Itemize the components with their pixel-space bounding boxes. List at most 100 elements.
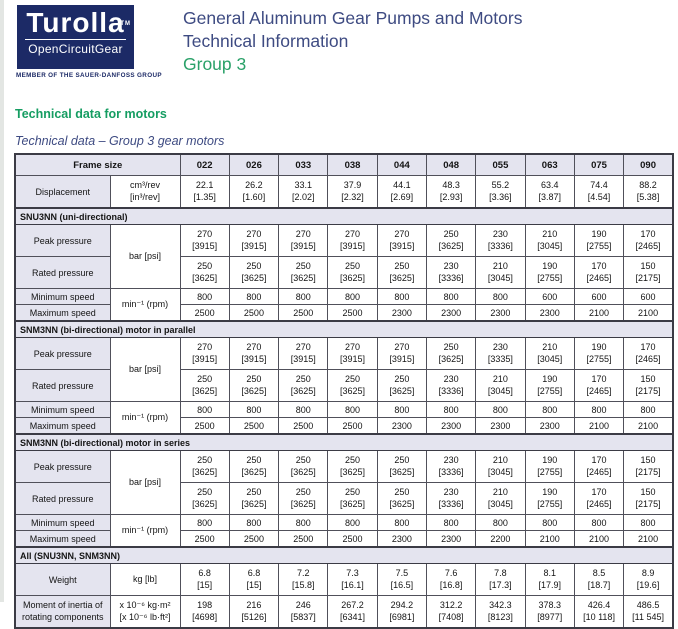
row-label: Minimum speed	[14, 401, 111, 418]
value-cell: 198 [4698]	[179, 595, 230, 629]
value-cell: 270 [3915]	[228, 337, 280, 370]
value-cell: 210 [3045]	[475, 450, 526, 483]
table-row: Maximum speed 2500 2500 2500 2500 2300 2300 230…	[14, 304, 674, 322]
unit-cell: x 10⁻⁶ kg·m² [x 10⁻⁶ lb·ft²]	[109, 595, 181, 629]
value-cell: 800	[425, 514, 477, 531]
value-cell: 48.3 [2.93]	[425, 175, 477, 209]
value-cell: 250 [3625]	[278, 482, 329, 515]
value-cell: 426.4 [10 118]	[573, 595, 625, 629]
logo-divider	[25, 39, 126, 40]
unit-cell: min⁻¹ (rpm)	[109, 401, 181, 435]
value-cell: 2500	[327, 417, 378, 435]
value-cell: 216 [5126]	[228, 595, 280, 629]
turolla-logo: Turolla TM OpenCircuitGear	[17, 5, 134, 69]
value-cell: 170 [2465]	[573, 256, 625, 289]
value-cell: 190 [2755]	[524, 450, 575, 483]
table-row: Peak pressure bar [psi] 270 [3915] 270 [3915]…	[14, 337, 674, 402]
value-cell: 2200	[475, 530, 526, 548]
value-cell: 2100	[524, 530, 575, 548]
row-label: Rated pressure	[14, 482, 111, 515]
value-cell: 2500	[179, 530, 230, 548]
value-cell: 800	[228, 401, 280, 418]
value-cell: 2100	[623, 304, 674, 322]
value-cell: 74.4 [4.54]	[573, 175, 625, 209]
value-cell: 190 [2755]	[573, 337, 625, 370]
value-cell: 7.6 [16.8]	[425, 563, 477, 596]
section-title: SNU3NN (uni-directional)	[14, 207, 674, 225]
value-cell: 800	[376, 288, 427, 305]
value-cell: 378.3 [8977]	[524, 595, 575, 629]
value-cell: 294.2 [6981]	[376, 595, 427, 629]
value-cell: 800	[573, 401, 625, 418]
value-cell: 2100	[573, 417, 625, 435]
table-row: Moment of inertia of rotating components x…	[14, 595, 674, 629]
value-cell: 230 [3336]	[425, 256, 477, 289]
technical-data-table: Frame size 022 026 033 038 044 048 055 063 075 090…	[14, 153, 674, 629]
logo-tagline: MEMBER OF THE SAUER-DANFOSS GROUP	[16, 72, 162, 79]
value-cell: 250 [3625]	[376, 482, 427, 515]
value-cell: 2500	[228, 304, 280, 322]
value-cell: 250 [3625]	[179, 450, 230, 483]
value-cell: 270 [3915]	[228, 224, 280, 257]
row-label: Displacement	[14, 175, 111, 209]
table-row: Rated pressure 250 [3625] 250 [3625] 250 [3625…	[14, 369, 674, 402]
value-cell: 2100	[573, 304, 625, 322]
title-group: Group 3	[183, 54, 247, 74]
document-titles: General Aluminum Gear Pumps and Motors T…	[183, 7, 522, 76]
value-cell: 2500	[179, 417, 230, 435]
value-cell: 800	[623, 401, 674, 418]
value-cell: 2100	[623, 530, 674, 548]
frame-size-038: 038	[327, 153, 378, 176]
value-cell: 270 [3915]	[179, 224, 230, 257]
value-cell: 2300	[425, 530, 477, 548]
table-row: Weight kg [lb] 6.8 [15] 6.8 [15] 7.2 [15.8] 7.3[…	[14, 563, 674, 596]
value-cell: 800	[228, 288, 280, 305]
page-edge-strip	[0, 0, 4, 602]
value-cell: 312.2 [7408]	[425, 595, 477, 629]
value-cell: 800	[278, 514, 329, 531]
value-cell: 250 [3625]	[327, 369, 378, 402]
value-cell: 800	[524, 514, 575, 531]
value-cell: 800	[179, 401, 230, 418]
value-cell: 800	[425, 288, 477, 305]
value-cell: 7.8 [17.3]	[475, 563, 526, 596]
frame-size-033: 033	[278, 153, 329, 176]
value-cell: 250 [3625]	[278, 450, 329, 483]
value-cell: 2500	[278, 304, 329, 322]
table-row: Peak pressure bar [psi] 250 [3625] 250 [3625]…	[14, 450, 674, 515]
value-cell: 270 [3915]	[327, 337, 378, 370]
value-cell: 230 [3336]	[425, 450, 477, 483]
row-label: Weight	[14, 563, 111, 596]
section-row: SNM3NN (bi-directional) motor in paralle…	[14, 320, 674, 338]
title-line2: Technical Information	[183, 31, 349, 51]
value-cell: 800	[327, 288, 378, 305]
table-row: Minimum speed min⁻¹ (rpm) 800 800 800 800 800 8…	[14, 401, 674, 435]
value-cell: 170 [2465]	[573, 369, 625, 402]
table-row: Peak pressure bar [psi] 270 [3915] 270 [3915]…	[14, 224, 674, 289]
value-cell: 8.1 [17.9]	[524, 563, 575, 596]
value-cell: 210 [3045]	[475, 482, 526, 515]
unit-cell: bar [psi]	[109, 337, 181, 402]
value-cell: 800	[475, 401, 526, 418]
value-cell: 170 [2465]	[573, 450, 625, 483]
frame-size-055: 055	[475, 153, 526, 176]
unit-cell: kg [lb]	[109, 563, 181, 596]
value-cell: 150 [2175]	[623, 482, 674, 515]
logo-subbrand-text: OpenCircuitGear	[28, 42, 123, 56]
value-cell: 230 [3335]	[475, 337, 526, 370]
section-row: All (SNU3NN, SNM3NN)	[14, 546, 674, 564]
logo-brand-text: Turolla TM	[26, 7, 131, 38]
value-cell: 270 [3915]	[376, 337, 427, 370]
value-cell: 6.8 [15]	[179, 563, 230, 596]
value-cell: 2500	[228, 417, 280, 435]
value-cell: 2300	[524, 417, 575, 435]
table-header-row: Frame size 022 026 033 038 044 048 055 063 075 090	[14, 153, 674, 176]
value-cell: 800	[278, 288, 329, 305]
value-cell: 270 [3915]	[179, 337, 230, 370]
value-cell: 190 [2755]	[524, 369, 575, 402]
value-cell: 2500	[278, 417, 329, 435]
frame-size-026: 026	[228, 153, 280, 176]
value-cell: 600	[524, 288, 575, 305]
value-cell: 7.2 [15.8]	[278, 563, 329, 596]
row-label: Maximum speed	[14, 417, 111, 435]
